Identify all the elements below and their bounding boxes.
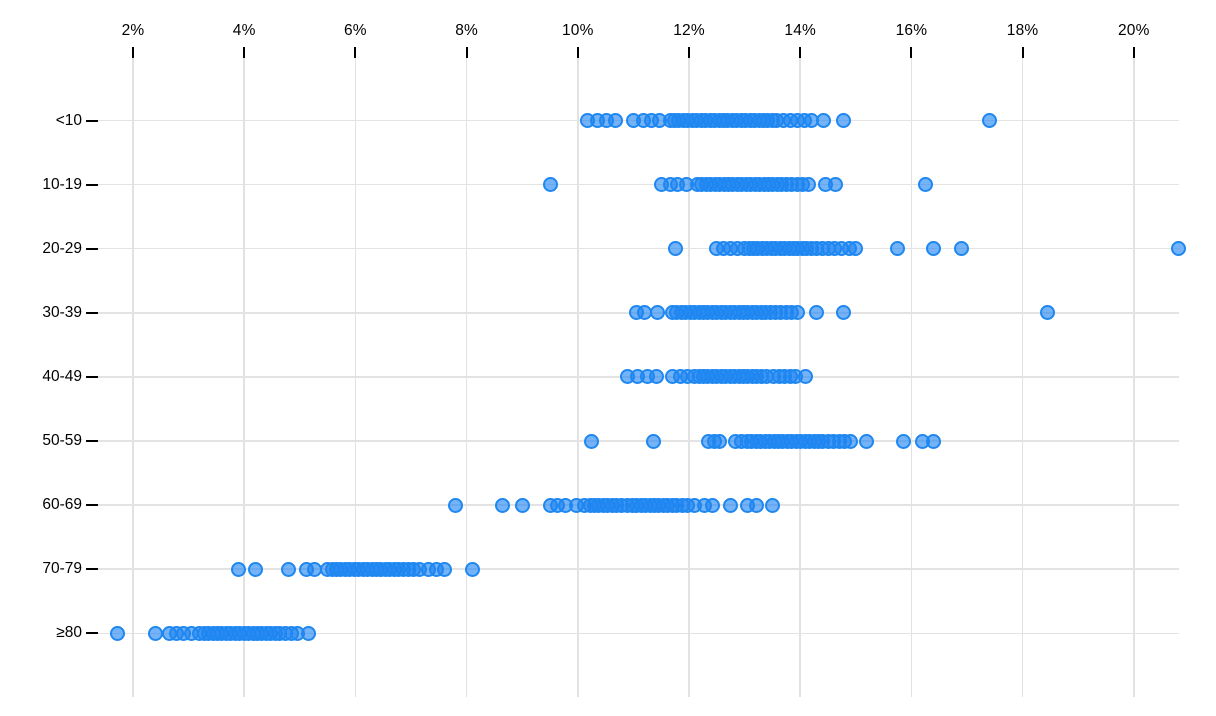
x-tick-label: 16% <box>895 22 928 39</box>
y-tick-mark <box>86 119 98 122</box>
data-point <box>514 497 530 513</box>
data-point <box>281 561 297 577</box>
y-category-label: 60-69 <box>42 496 82 514</box>
data-point <box>835 305 851 321</box>
x-tick-label: 8% <box>455 22 478 39</box>
data-point <box>809 305 825 321</box>
y-category-label: 10-19 <box>42 175 82 193</box>
y-tick-mark <box>86 311 98 314</box>
data-point <box>917 177 933 193</box>
x-tick-label: 14% <box>784 22 816 39</box>
data-point <box>842 433 858 449</box>
y-category-label: 30-39 <box>42 303 82 321</box>
x-tick-label: 4% <box>232 22 256 39</box>
row-gridline <box>98 632 1179 635</box>
y-tick-mark <box>86 504 98 507</box>
data-point <box>1170 241 1186 257</box>
row-gridline <box>98 183 1179 186</box>
data-point <box>649 369 665 385</box>
y-category-label: ≥80 <box>56 624 82 642</box>
x-tick-label: 2% <box>121 22 145 39</box>
data-point <box>749 497 765 513</box>
x-tick-mark <box>465 47 468 58</box>
x-tick-mark <box>799 47 802 58</box>
data-point <box>230 561 246 577</box>
data-point <box>1039 305 1055 321</box>
data-point <box>247 561 263 577</box>
data-point <box>712 433 728 449</box>
data-point <box>147 625 163 641</box>
data-point <box>836 113 852 128</box>
data-point <box>542 177 558 193</box>
x-tick-mark <box>1021 47 1024 58</box>
data-point <box>926 433 942 449</box>
y-tick-mark <box>86 632 98 635</box>
x-tick-label: 10% <box>561 22 594 39</box>
row-gridline <box>98 568 1179 570</box>
row-gridline <box>98 440 1179 442</box>
data-point <box>447 497 463 513</box>
data-point <box>764 497 780 513</box>
x-tick-mark <box>1132 47 1135 58</box>
data-point <box>704 497 720 513</box>
x-tick-mark <box>576 47 579 58</box>
data-point <box>801 177 817 193</box>
x-tick-mark <box>243 47 246 58</box>
x-tick-label: 20% <box>1117 22 1150 39</box>
data-point <box>464 561 480 577</box>
data-point <box>926 241 942 257</box>
data-point <box>722 497 738 513</box>
data-point <box>300 625 316 641</box>
data-point <box>650 305 666 321</box>
y-tick-mark <box>86 247 98 250</box>
data-point <box>859 433 875 449</box>
data-point <box>798 369 814 385</box>
x-tick-label: 18% <box>1006 22 1039 39</box>
y-category-label: 70-79 <box>42 560 82 578</box>
y-tick-mark <box>86 183 98 186</box>
data-point <box>827 177 843 193</box>
data-point <box>646 433 662 449</box>
x-tick-mark <box>910 47 913 58</box>
y-tick-mark <box>86 440 98 442</box>
x-tick-label: 12% <box>673 22 705 39</box>
y-category-label: <10 <box>55 111 82 129</box>
y-category-label: 20-29 <box>42 239 82 257</box>
data-point <box>110 625 126 641</box>
y-category-label: 50-59 <box>42 432 82 449</box>
data-point <box>789 305 805 321</box>
x-tick-label: 6% <box>343 22 367 39</box>
data-point <box>848 241 864 257</box>
row-gridline <box>98 247 1179 250</box>
data-point <box>981 113 997 128</box>
y-tick-mark <box>86 568 98 571</box>
data-point <box>890 241 905 257</box>
data-point <box>584 433 600 449</box>
y-category-label: 40-49 <box>42 367 82 385</box>
y-tick-mark <box>86 375 98 378</box>
data-point <box>607 113 623 128</box>
x-tick-mark <box>354 47 357 58</box>
data-point <box>816 113 832 128</box>
data-point <box>436 561 452 577</box>
data-point <box>953 241 969 257</box>
data-point <box>667 241 683 257</box>
x-tick-mark <box>132 47 134 58</box>
x-tick-mark <box>688 47 690 58</box>
data-point <box>895 433 911 449</box>
data-point <box>495 497 511 513</box>
